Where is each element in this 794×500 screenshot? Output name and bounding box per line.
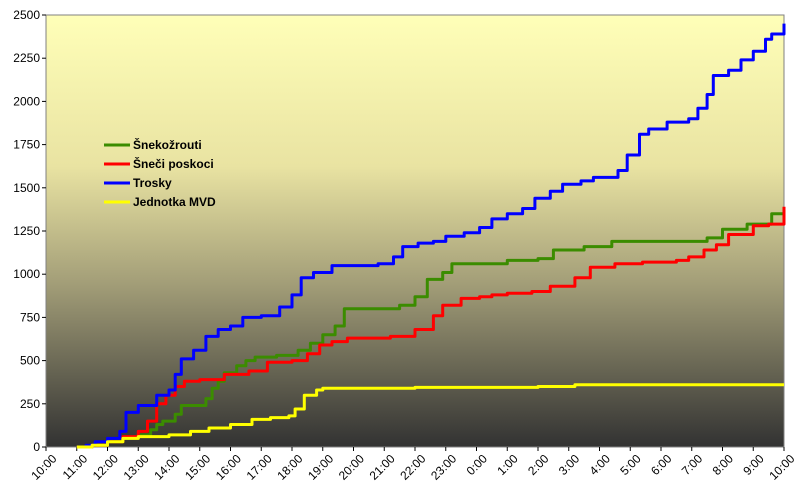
legend: Šnekožrouti Šneči poskoci Trosky Jednotka M… bbox=[104, 137, 216, 209]
x-tick-label: 4:00 bbox=[587, 451, 614, 478]
x-tick-label: 10:00 bbox=[766, 451, 794, 482]
x-tick-label: 1:00 bbox=[494, 451, 521, 478]
x-tick-label: 13:00 bbox=[121, 451, 152, 482]
x-tick-label: 14:00 bbox=[151, 451, 182, 482]
series-layer bbox=[76, 23, 786, 449]
x-tick-label: 8:00 bbox=[710, 451, 737, 478]
y-tick-label: 0 bbox=[33, 440, 40, 454]
x-tick-label: 11:00 bbox=[60, 451, 91, 482]
x-axis: 10:00 11:00 12:00 13:00 14:00 15:00 16:00 17:00… bbox=[28, 447, 794, 483]
y-tick-label: 1500 bbox=[13, 181, 40, 195]
x-tick-label: 15:00 bbox=[182, 451, 213, 482]
x-tick-label: 5:00 bbox=[617, 451, 644, 478]
series-line-1 bbox=[76, 208, 786, 449]
legend-label: Šnekožrouti bbox=[133, 137, 202, 152]
y-tick-label: 2500 bbox=[13, 8, 40, 22]
x-tick-label: 10:00 bbox=[28, 451, 59, 482]
y-tick-label: 2000 bbox=[13, 94, 40, 108]
legend-label: Šneči poskoci bbox=[133, 156, 214, 171]
x-tick-label: 19:00 bbox=[305, 451, 336, 482]
legend-label: Jednotka MVD bbox=[133, 195, 216, 209]
x-tick-label: 16:00 bbox=[213, 451, 244, 482]
x-tick-label: 21:00 bbox=[367, 451, 398, 482]
y-tick-label: 500 bbox=[20, 354, 40, 368]
x-tick-label: 12:00 bbox=[90, 451, 121, 482]
series-line-2 bbox=[76, 206, 786, 449]
y-tick-label: 2250 bbox=[13, 51, 40, 65]
y-axis: 0 250 500 750 1000 1250 1500 1750 2000 2250 2500 bbox=[13, 8, 46, 454]
y-tick-label: 750 bbox=[20, 310, 40, 324]
y-tick-label: 1750 bbox=[13, 138, 40, 152]
y-tick-label: 1250 bbox=[13, 224, 40, 238]
x-tick-label: 6:00 bbox=[648, 451, 675, 478]
x-tick-label: 9:00 bbox=[740, 451, 767, 478]
x-tick-label: 20:00 bbox=[336, 451, 367, 482]
x-tick-label: 22:00 bbox=[397, 451, 428, 482]
x-tick-label: 0:00 bbox=[464, 451, 491, 478]
x-tick-label: 2:00 bbox=[525, 451, 552, 478]
x-tick-label: 23:00 bbox=[428, 451, 459, 482]
x-tick-label: 7:00 bbox=[679, 451, 706, 478]
series-line-3 bbox=[76, 23, 786, 449]
y-tick-label: 250 bbox=[20, 397, 40, 411]
x-tick-label: 3:00 bbox=[556, 451, 583, 478]
y-tick-label: 1000 bbox=[13, 267, 40, 281]
legend-label: Trosky bbox=[133, 176, 172, 190]
plot-area bbox=[45, 14, 785, 448]
series-line-4 bbox=[76, 383, 784, 449]
x-tick-label: 18:00 bbox=[274, 451, 305, 482]
x-tick-label: 17:00 bbox=[244, 451, 275, 482]
